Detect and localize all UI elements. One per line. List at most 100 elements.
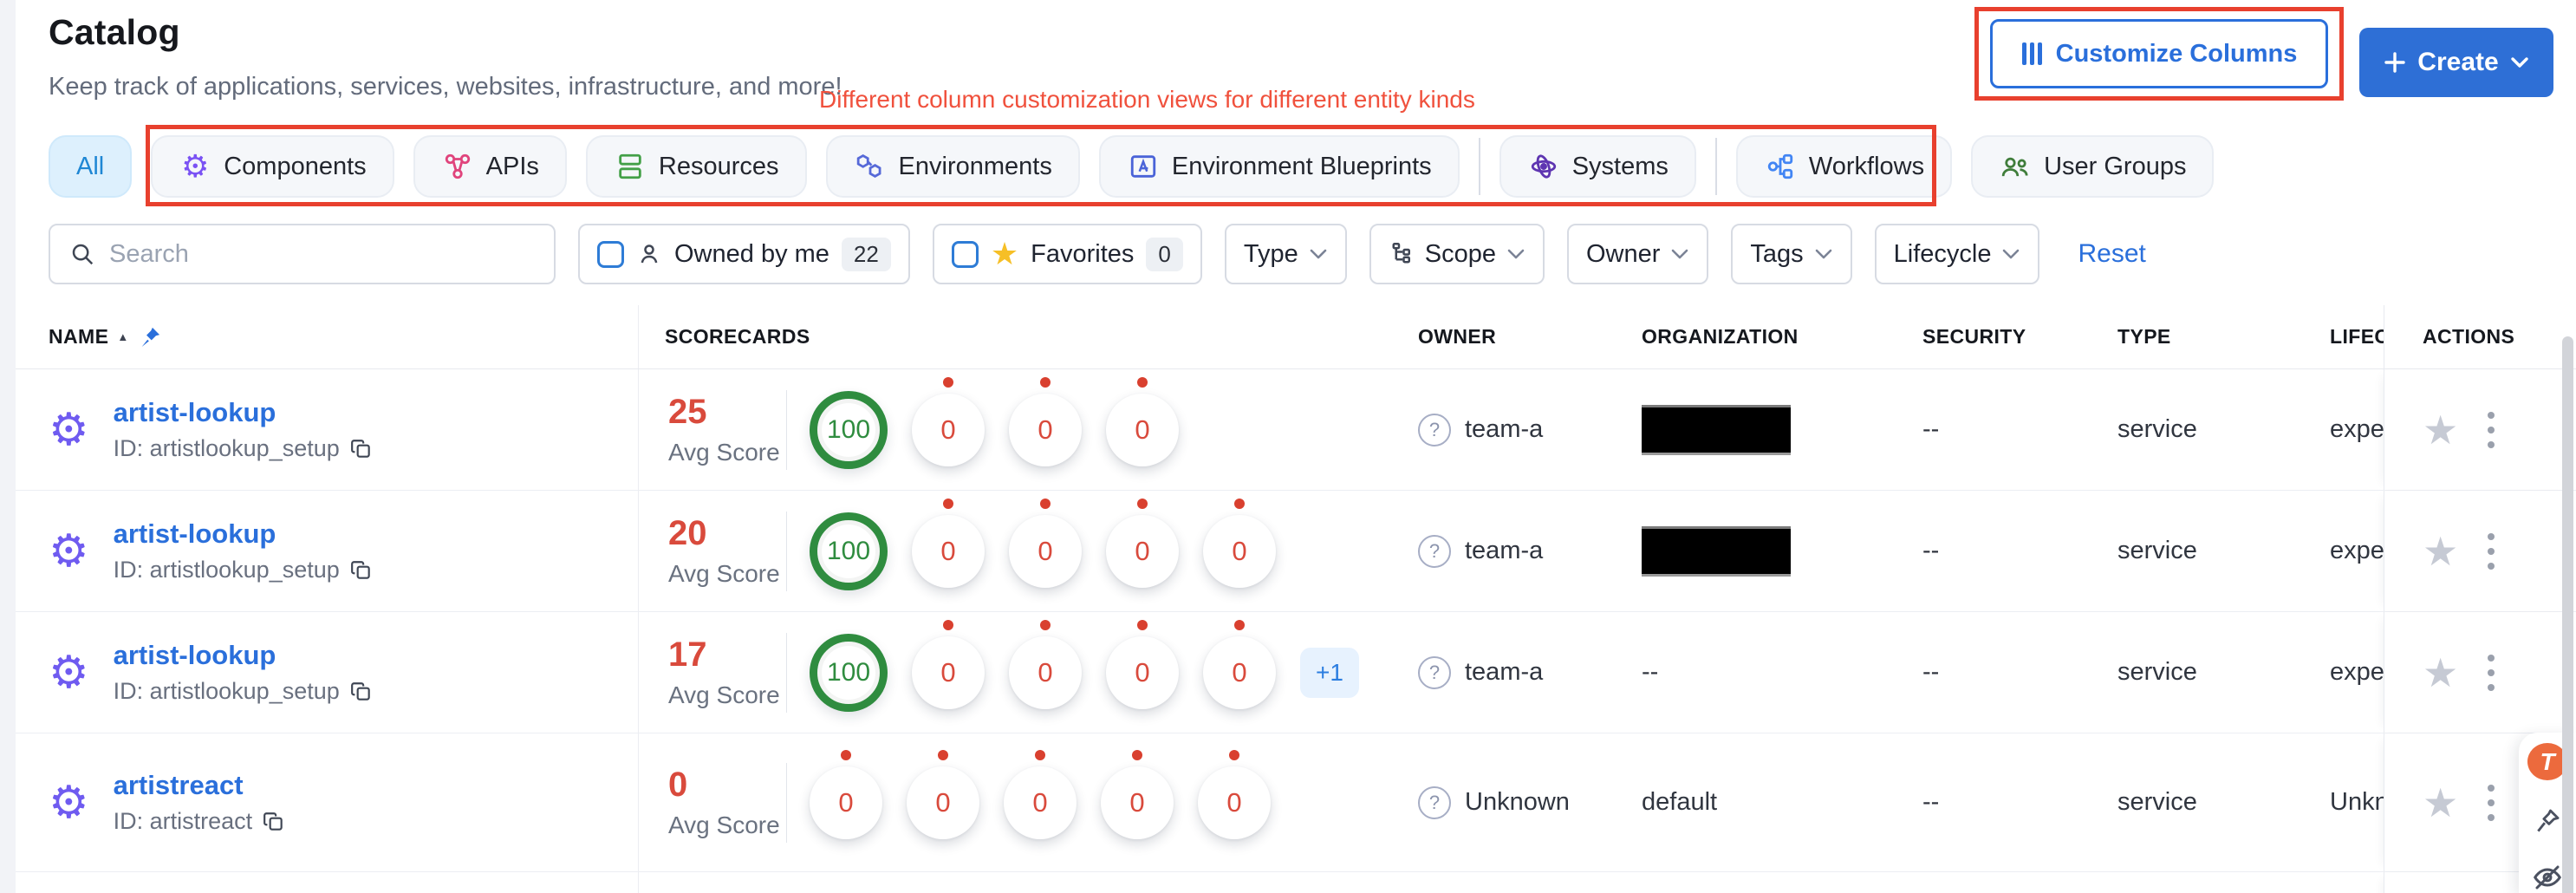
tab-divider [1714, 138, 1717, 195]
help-icon: ? [1418, 534, 1451, 568]
row-menu-button[interactable] [2482, 528, 2500, 575]
scorecard-badge[interactable]: 0 [1198, 766, 1271, 839]
organization-value: -- [1642, 658, 1659, 686]
tab-environments[interactable]: Environments [825, 135, 1080, 198]
tab-systems[interactable]: Systems [1499, 135, 1696, 198]
eye-slash-icon[interactable] [2532, 862, 2563, 893]
favorite-star-button[interactable]: ★ [2423, 528, 2459, 574]
filter-bar: Owned by me 22 ★ Favorites 0 Type Scope … [49, 224, 2146, 284]
lifecycle-dropdown[interactable]: Lifecycle [1874, 224, 2040, 284]
table-row-partial [0, 872, 2576, 893]
entity-link[interactable]: artist-lookup [113, 640, 276, 670]
search-icon [69, 241, 95, 267]
pin-icon[interactable] [138, 325, 162, 349]
type-dropdown[interactable]: Type [1224, 224, 1347, 284]
scorecard-badge[interactable]: 0 [1203, 514, 1276, 588]
scorecard-badge[interactable]: 100 [810, 633, 888, 712]
table-row: ⚙ artist-lookup ID: artistlookup_setup 2… [0, 491, 2576, 612]
scorecard-badge[interactable]: 0 [907, 766, 979, 839]
chevron-down-icon [1814, 248, 1833, 260]
column-header-lifecycle: LIFECYCLE [2330, 325, 2384, 348]
gear-icon: ⚙ [49, 777, 89, 828]
type-value: service [2117, 415, 2197, 443]
scorecard-badge[interactable]: 0 [912, 514, 985, 588]
tags-dropdown[interactable]: Tags [1731, 224, 1852, 284]
scorecard-badge[interactable]: 0 [912, 393, 985, 466]
row-menu-button[interactable] [2482, 649, 2500, 696]
tab-components[interactable]: ⚙ Components [151, 135, 394, 198]
scorecard-badge[interactable]: 0 [1009, 393, 1082, 466]
copy-icon[interactable] [350, 438, 373, 460]
owned-by-me-checkbox[interactable] [597, 240, 624, 268]
favorite-star-button[interactable]: ★ [2423, 649, 2459, 695]
avg-score: 25 Avg Score [668, 393, 780, 466]
scorecard-badge[interactable]: 0 [1106, 393, 1179, 466]
create-button[interactable]: Create [2359, 28, 2553, 97]
entity-id: ID: artistreact [114, 808, 286, 835]
copy-icon[interactable] [263, 811, 285, 833]
row-menu-button[interactable] [2482, 779, 2500, 826]
tab-workflows-label: Workflows [1808, 152, 1925, 180]
tab-environment-blueprints-label: Environment Blueprints [1171, 152, 1432, 180]
help-icon: ? [1418, 413, 1451, 446]
create-label: Create [2417, 48, 2499, 76]
scorecard-badge[interactable]: 0 [912, 636, 985, 709]
scorecard-badge[interactable]: 0 [1106, 514, 1179, 588]
scorecard-badge[interactable]: 0 [1106, 636, 1179, 709]
tab-apis[interactable]: APIs [413, 135, 567, 198]
pin-outline-icon[interactable] [2533, 806, 2562, 836]
chevron-down-icon [1309, 248, 1328, 260]
tab-user-groups[interactable]: User Groups [1971, 135, 2215, 198]
widget-logo[interactable]: T [2527, 743, 2567, 780]
type-value: service [2117, 658, 2197, 686]
api-nodes-icon [441, 150, 474, 183]
avg-score: 20 Avg Score [668, 514, 780, 587]
favorites-filter[interactable]: ★ Favorites 0 [932, 224, 1202, 284]
row-menu-button[interactable] [2482, 407, 2500, 453]
column-header-name[interactable]: NAME ▲ [0, 305, 639, 368]
customize-columns-button[interactable]: Customize Columns [1990, 19, 2328, 88]
tab-workflows[interactable]: Workflows [1735, 135, 1953, 198]
sort-ascending-icon: ▲ [117, 330, 129, 343]
scorecard-badge[interactable]: 0 [810, 766, 882, 839]
scorecard-badge[interactable]: 0 [1203, 636, 1276, 709]
redacted-organization [1642, 404, 1791, 455]
owner-dropdown[interactable]: Owner [1566, 224, 1709, 284]
tab-all[interactable]: All [49, 135, 133, 198]
person-icon [636, 241, 662, 267]
favorite-star-button[interactable]: ★ [2423, 779, 2459, 825]
vertical-scrollbar-thumb[interactable] [2562, 336, 2573, 893]
entity-link[interactable]: artist-lookup [113, 397, 276, 427]
tab-user-groups-label: User Groups [2044, 152, 2187, 180]
search-box[interactable] [49, 224, 556, 284]
scorecard-badge[interactable]: 100 [810, 390, 888, 469]
owned-by-me-filter[interactable]: Owned by me 22 [578, 224, 910, 284]
owner-value: Unknown [1465, 788, 1570, 816]
tab-environment-blueprints[interactable]: Environment Blueprints [1098, 135, 1460, 198]
more-scorecards-badge[interactable]: +1 [1300, 647, 1359, 698]
tab-resources[interactable]: Resources [585, 135, 807, 198]
owner-value: team-a [1465, 658, 1544, 686]
security-value: -- [1922, 537, 1940, 564]
scorecard-badge[interactable]: 0 [1009, 636, 1082, 709]
scorecard-badge[interactable]: 100 [810, 512, 888, 590]
owner-value: team-a [1465, 415, 1544, 443]
favorites-checkbox[interactable] [951, 240, 979, 268]
help-icon: ? [1418, 655, 1451, 689]
scorecard-badge[interactable]: 0 [1009, 514, 1082, 588]
security-value: -- [1922, 658, 1940, 686]
entity-link[interactable]: artist-lookup [113, 518, 276, 549]
atom-icon [1527, 150, 1560, 183]
gear-icon: ⚙ [49, 647, 89, 698]
reset-filters-link[interactable]: Reset [2078, 239, 2146, 268]
search-input[interactable] [109, 239, 535, 269]
entity-link[interactable]: artistreact [113, 770, 244, 800]
scope-dropdown[interactable]: Scope [1369, 224, 1545, 284]
copy-icon[interactable] [350, 681, 373, 703]
copy-icon[interactable] [350, 559, 373, 582]
scorecard-badge[interactable]: 0 [1004, 766, 1077, 839]
scorecard-badge[interactable]: 0 [1101, 766, 1174, 839]
favorite-star-button[interactable]: ★ [2423, 407, 2459, 453]
avg-score: 0 Avg Score [668, 766, 780, 838]
